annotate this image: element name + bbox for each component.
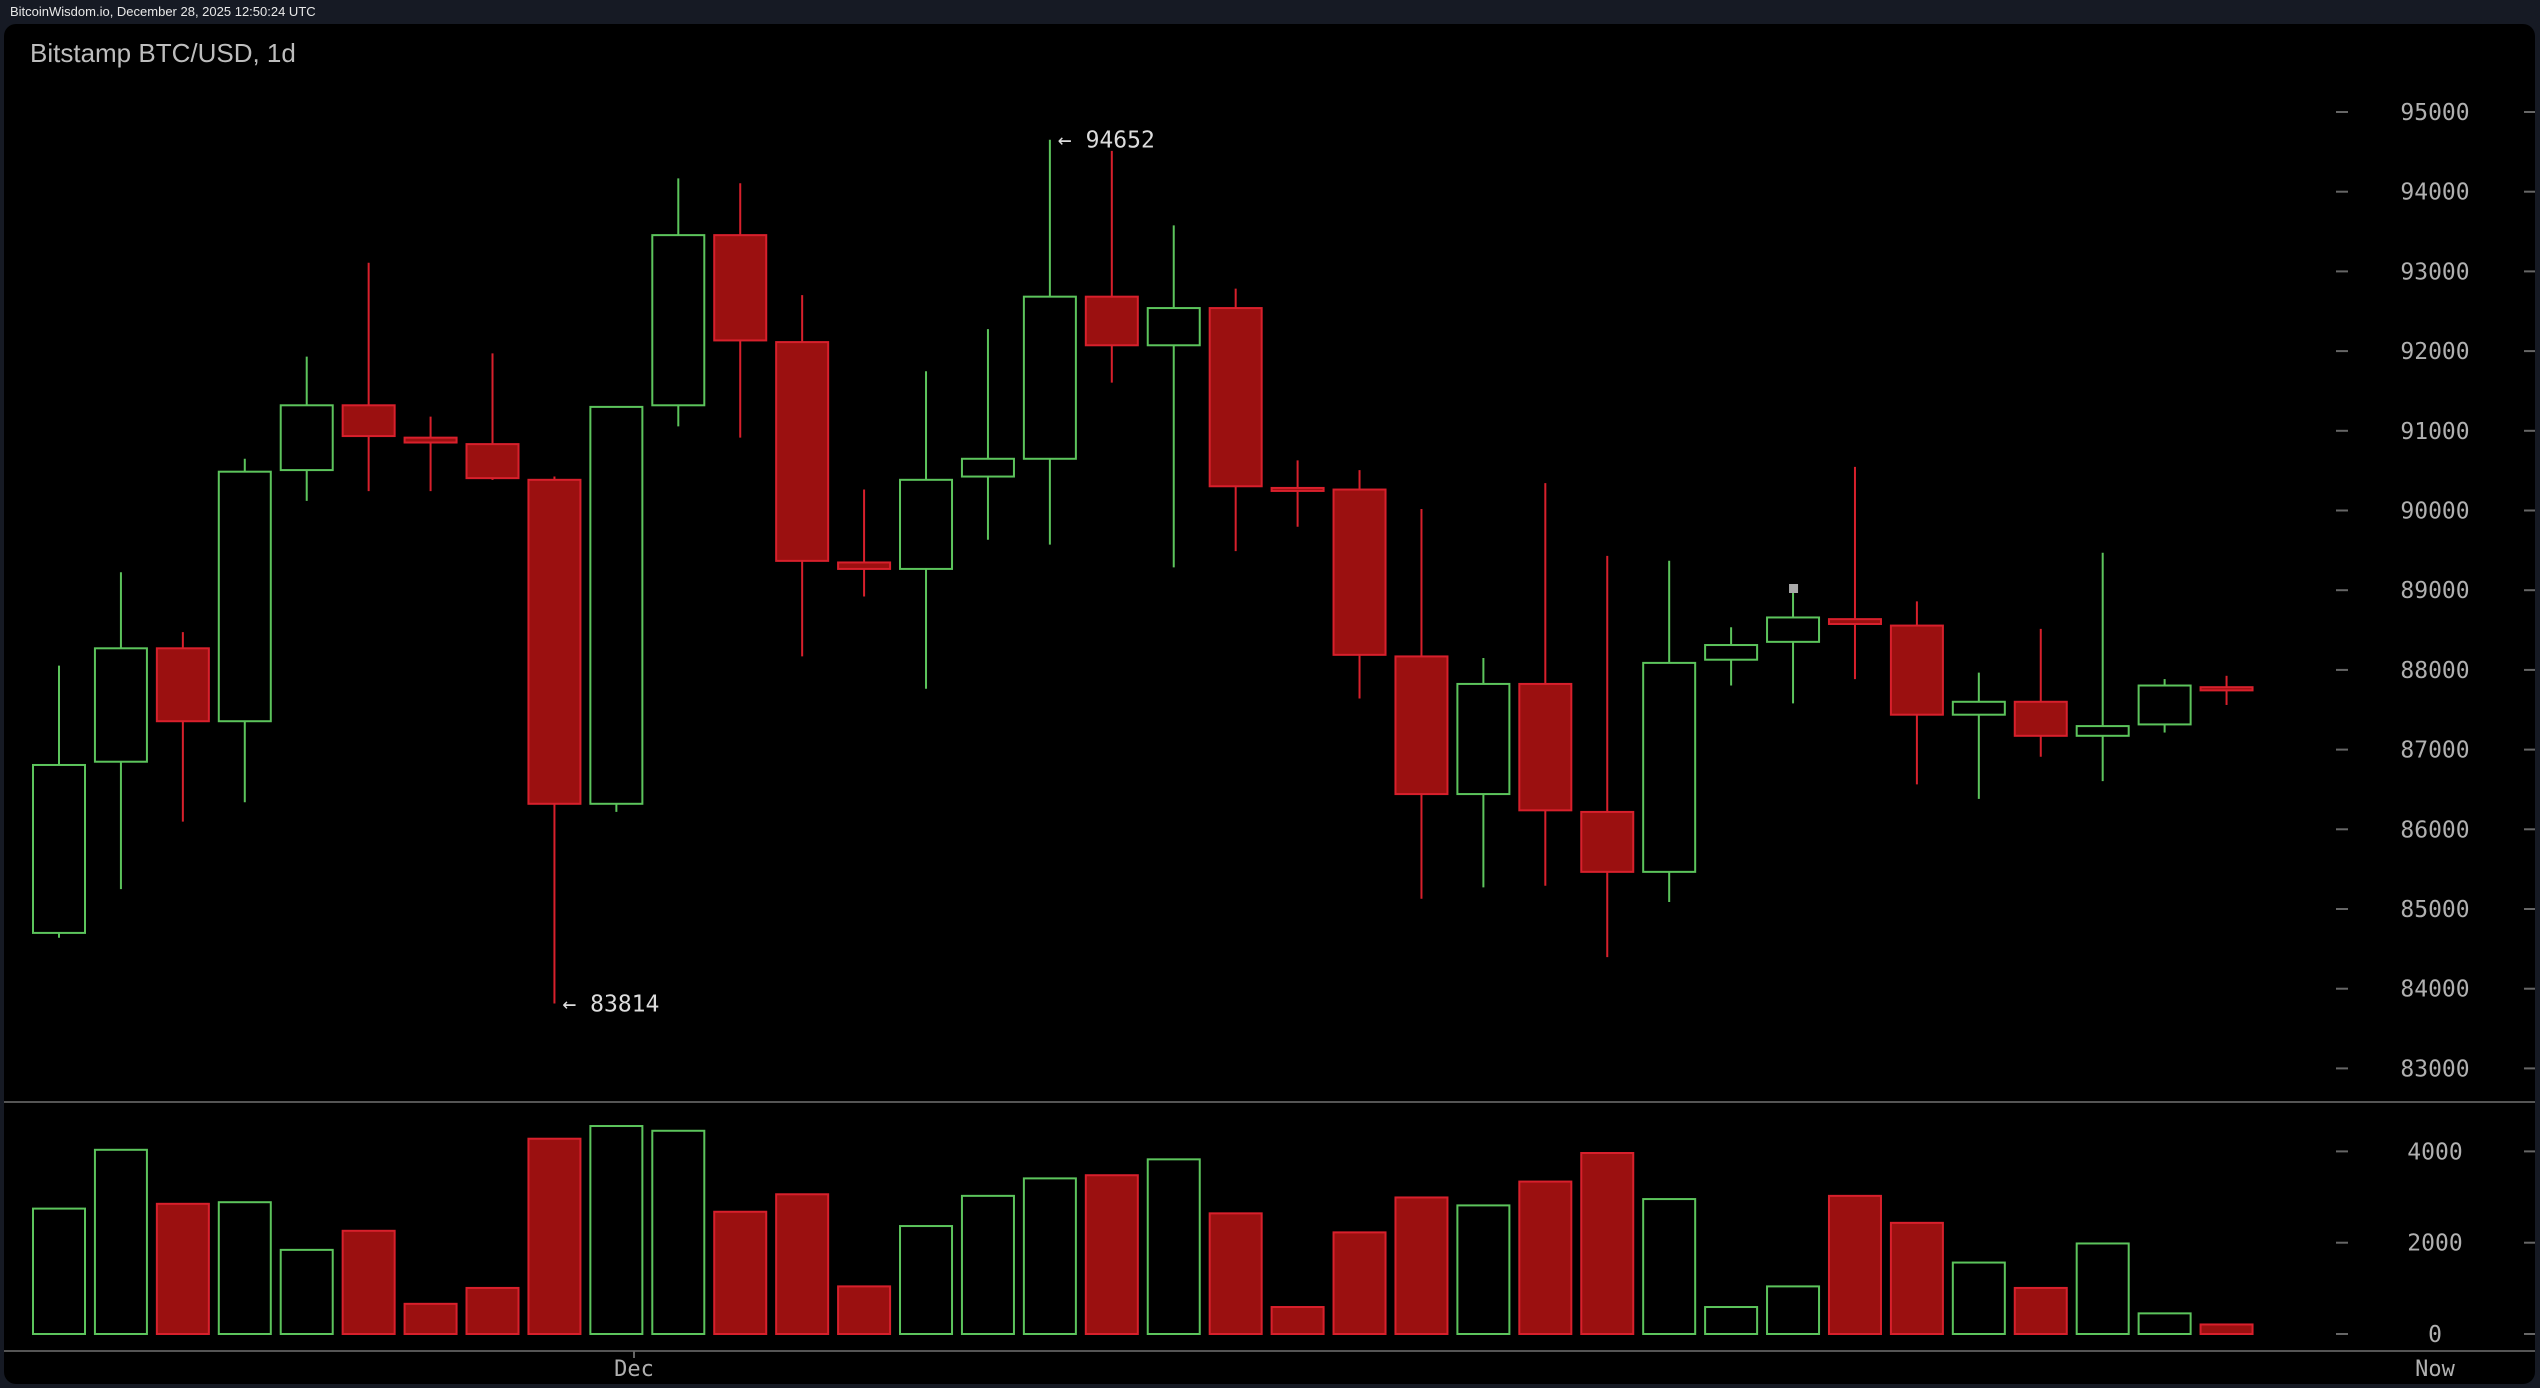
- candle-body: [2199, 686, 2254, 692]
- volume-bar: [1084, 1174, 1139, 1335]
- candle-body: [93, 647, 148, 763]
- volume-axis-label: 2000: [2407, 1231, 2462, 1257]
- volume-bar: [1394, 1196, 1449, 1335]
- candle-body: [589, 405, 644, 805]
- price-axis-label: 94000: [2400, 180, 2469, 206]
- volume-bar: [1332, 1231, 1387, 1335]
- candle-body: [403, 436, 458, 444]
- candle-body: [2075, 725, 2130, 737]
- volume-bar: [341, 1229, 396, 1336]
- volume-bar: [527, 1137, 582, 1336]
- volume-bar: [403, 1302, 458, 1335]
- candle-body: [341, 404, 396, 438]
- volume-axis-label: 4000: [2407, 1139, 2462, 1165]
- candle-body: [2137, 684, 2192, 726]
- candle-body: [2013, 700, 2068, 737]
- volume-bar: [837, 1285, 892, 1336]
- candle-body: [155, 647, 210, 723]
- candle-body: [960, 457, 1015, 478]
- price-axis-label: 93000: [2400, 259, 2469, 285]
- volume-bar: [2199, 1323, 2254, 1335]
- volume-bar: [899, 1225, 954, 1335]
- price-axis-label: 85000: [2400, 897, 2469, 923]
- volume-bar: [1951, 1261, 2006, 1335]
- price-axis-label: 92000: [2400, 339, 2469, 365]
- candle-body: [527, 478, 582, 805]
- candle-body: [1951, 700, 2006, 716]
- volume-bar: [155, 1202, 210, 1335]
- price-axis-label: 86000: [2400, 817, 2469, 843]
- volume-bar: [1704, 1306, 1759, 1336]
- volume-bar: [2137, 1312, 2192, 1336]
- candle-body: [1827, 618, 1882, 625]
- candle-body: [1456, 682, 1511, 796]
- volume-bar: [217, 1201, 272, 1336]
- candle-body: [1642, 661, 1697, 873]
- chart-panel: 95000 94000 93000 92000 91000 90000 89000 88000…: [4, 24, 2535, 1384]
- volume-bar: [775, 1193, 830, 1336]
- marker-square: [1789, 584, 1799, 593]
- candle-body: [279, 404, 334, 472]
- price-axis-label: 91000: [2400, 419, 2469, 445]
- volume-bar: [1518, 1180, 1573, 1336]
- volume-bar: [1146, 1158, 1201, 1336]
- volume-bar: [1827, 1194, 1882, 1336]
- candle-body: [1580, 810, 1635, 873]
- x-axis-label: Dec: [614, 1357, 654, 1382]
- volume-bar: [1022, 1177, 1077, 1335]
- price-axis-label: 84000: [2400, 977, 2469, 1003]
- candle-body: [651, 234, 706, 407]
- price-axis-label: 90000: [2400, 499, 2469, 525]
- candle-body: [1146, 307, 1201, 347]
- candle-body: [1208, 307, 1263, 488]
- candle-body: [1022, 295, 1077, 460]
- price-axis-label: 88000: [2400, 658, 2469, 684]
- volume-bar: [32, 1207, 86, 1336]
- volume-bar: [2013, 1286, 2068, 1336]
- volume-bar: [1580, 1151, 1635, 1336]
- volume-bar: [93, 1148, 148, 1335]
- candle-body: [217, 470, 272, 723]
- chart-title: Bitstamp BTC/USD, 1d: [30, 38, 296, 68]
- high-annotation: ← 94652: [1058, 128, 1155, 154]
- candle-body: [1084, 295, 1139, 347]
- candle-body: [899, 478, 954, 570]
- candle-body: [32, 763, 86, 934]
- volume-bar: [1889, 1221, 1944, 1336]
- candle-body: [1270, 486, 1325, 492]
- volume-bar: [465, 1286, 520, 1336]
- volume-bar: [589, 1125, 644, 1335]
- candle-body: [1889, 624, 1944, 716]
- low-annotation: ← 83814: [562, 992, 659, 1018]
- volume-bar: [713, 1210, 768, 1335]
- volume-bar: [2075, 1242, 2130, 1336]
- volume-axis-label: 0: [2428, 1322, 2442, 1348]
- volume-bar: [1270, 1306, 1325, 1336]
- price-axis-label: 89000: [2400, 578, 2469, 604]
- source-timestamp: BitcoinWisdom.io, December 28, 2025 12:5…: [10, 4, 316, 19]
- candle-body: [1518, 682, 1573, 812]
- volume-bar: [1642, 1198, 1697, 1335]
- volume-bar: [1766, 1285, 1821, 1336]
- volume-bar: [1208, 1212, 1263, 1335]
- price-axis-label: 87000: [2400, 738, 2469, 764]
- candle-body: [1766, 616, 1821, 643]
- candle-body: [713, 234, 768, 342]
- volume-bar: [651, 1129, 706, 1336]
- price-axis-label: 95000: [2400, 100, 2469, 126]
- candle-body: [1394, 655, 1449, 796]
- candlestick-chart[interactable]: 95000 94000 93000 92000 91000 90000 89000 88000…: [4, 24, 2535, 1384]
- candle-body: [837, 561, 892, 570]
- x-axis-label: Now: [2415, 1357, 2455, 1382]
- candle-body: [775, 341, 830, 562]
- price-axis-label: 83000: [2400, 1056, 2469, 1082]
- candle-body: [465, 443, 520, 480]
- volume-bar: [960, 1194, 1015, 1336]
- candle-body: [1704, 644, 1759, 661]
- volume-bar: [279, 1248, 334, 1336]
- candle-body: [1332, 488, 1387, 656]
- volume-bar: [1456, 1204, 1511, 1335]
